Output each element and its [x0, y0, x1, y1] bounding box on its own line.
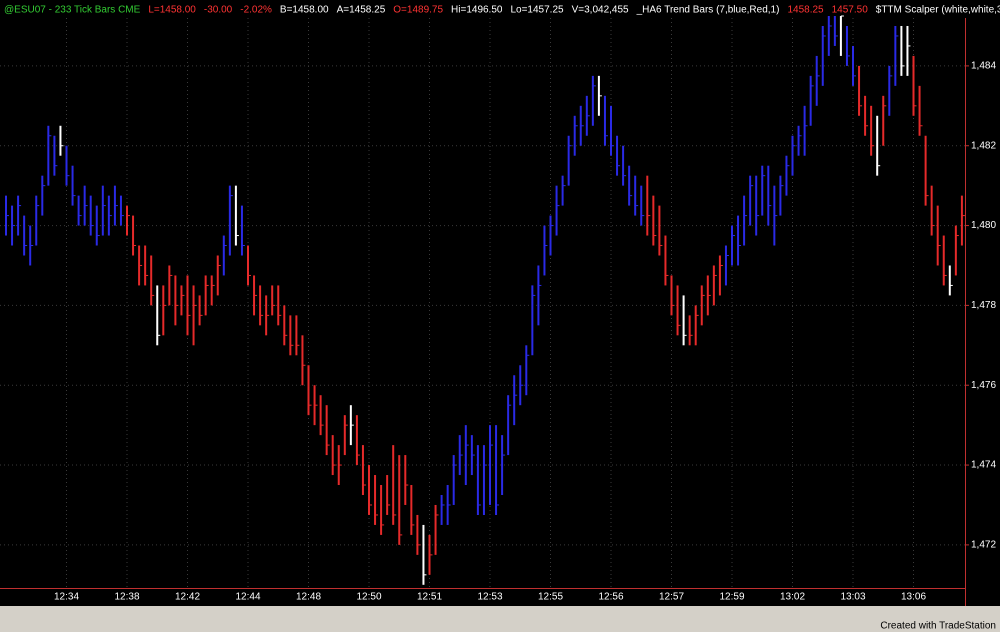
y-tick-label: 1,480: [971, 220, 996, 231]
x-tick-label: 12:56: [598, 592, 623, 603]
header-item: -30.00: [204, 5, 233, 16]
x-tick-label: 13:02: [780, 592, 805, 603]
header-item: 1457.50: [832, 5, 869, 16]
x-tick-label: 12:51: [417, 592, 442, 603]
header-band: [0, 0, 1000, 18]
header-item: A=1458.25: [337, 5, 386, 16]
y-tick-label: 1,484: [971, 61, 996, 72]
x-tick-label: 12:57: [659, 592, 684, 603]
header-item: _HA6 Trend Bars (7,blue,Red,1): [636, 5, 780, 16]
x-tick-label: 12:42: [175, 592, 200, 603]
x-tick-label: 12:48: [296, 592, 321, 603]
y-tick-label: 1,472: [971, 540, 996, 551]
x-tick-label: 12:59: [719, 592, 744, 603]
x-tick-label: 12:55: [538, 592, 563, 603]
y-tick-label: 1,482: [971, 140, 996, 151]
header-item: V=3,042,455: [572, 5, 629, 16]
y-tick-label: 1,476: [971, 380, 996, 391]
header-item: 1458.25: [787, 5, 824, 16]
x-tick-label: 13:06: [901, 592, 926, 603]
x-tick-label: 12:44: [235, 592, 260, 603]
header-item: L=1458.00: [148, 5, 196, 16]
header-item: B=1458.00: [280, 5, 329, 16]
y-tick-label: 1,474: [971, 460, 996, 471]
x-tick-label: 12:34: [54, 592, 79, 603]
x-axis-band: [0, 588, 965, 606]
y-tick-label: 1,478: [971, 300, 996, 311]
header-item: $TTM Scalper (white,white,3): [876, 5, 1000, 16]
header-item: Lo=1457.25: [510, 5, 564, 16]
x-tick-label: 12:38: [114, 592, 139, 603]
footer: Created with TradeStation: [880, 621, 996, 632]
header-item: O=1489.75: [393, 5, 443, 16]
x-tick-label: 12:53: [477, 592, 502, 603]
x-tick-label: 12:50: [356, 592, 381, 603]
header-item: -2.02%: [240, 5, 272, 16]
chart-background: [0, 0, 1000, 606]
footer-band: [0, 606, 1000, 632]
x-tick-label: 13:03: [840, 592, 865, 603]
header-item: Hi=1496.50: [451, 5, 503, 16]
header-item: @ESU07 - 233 Tick Bars CME: [4, 5, 141, 16]
